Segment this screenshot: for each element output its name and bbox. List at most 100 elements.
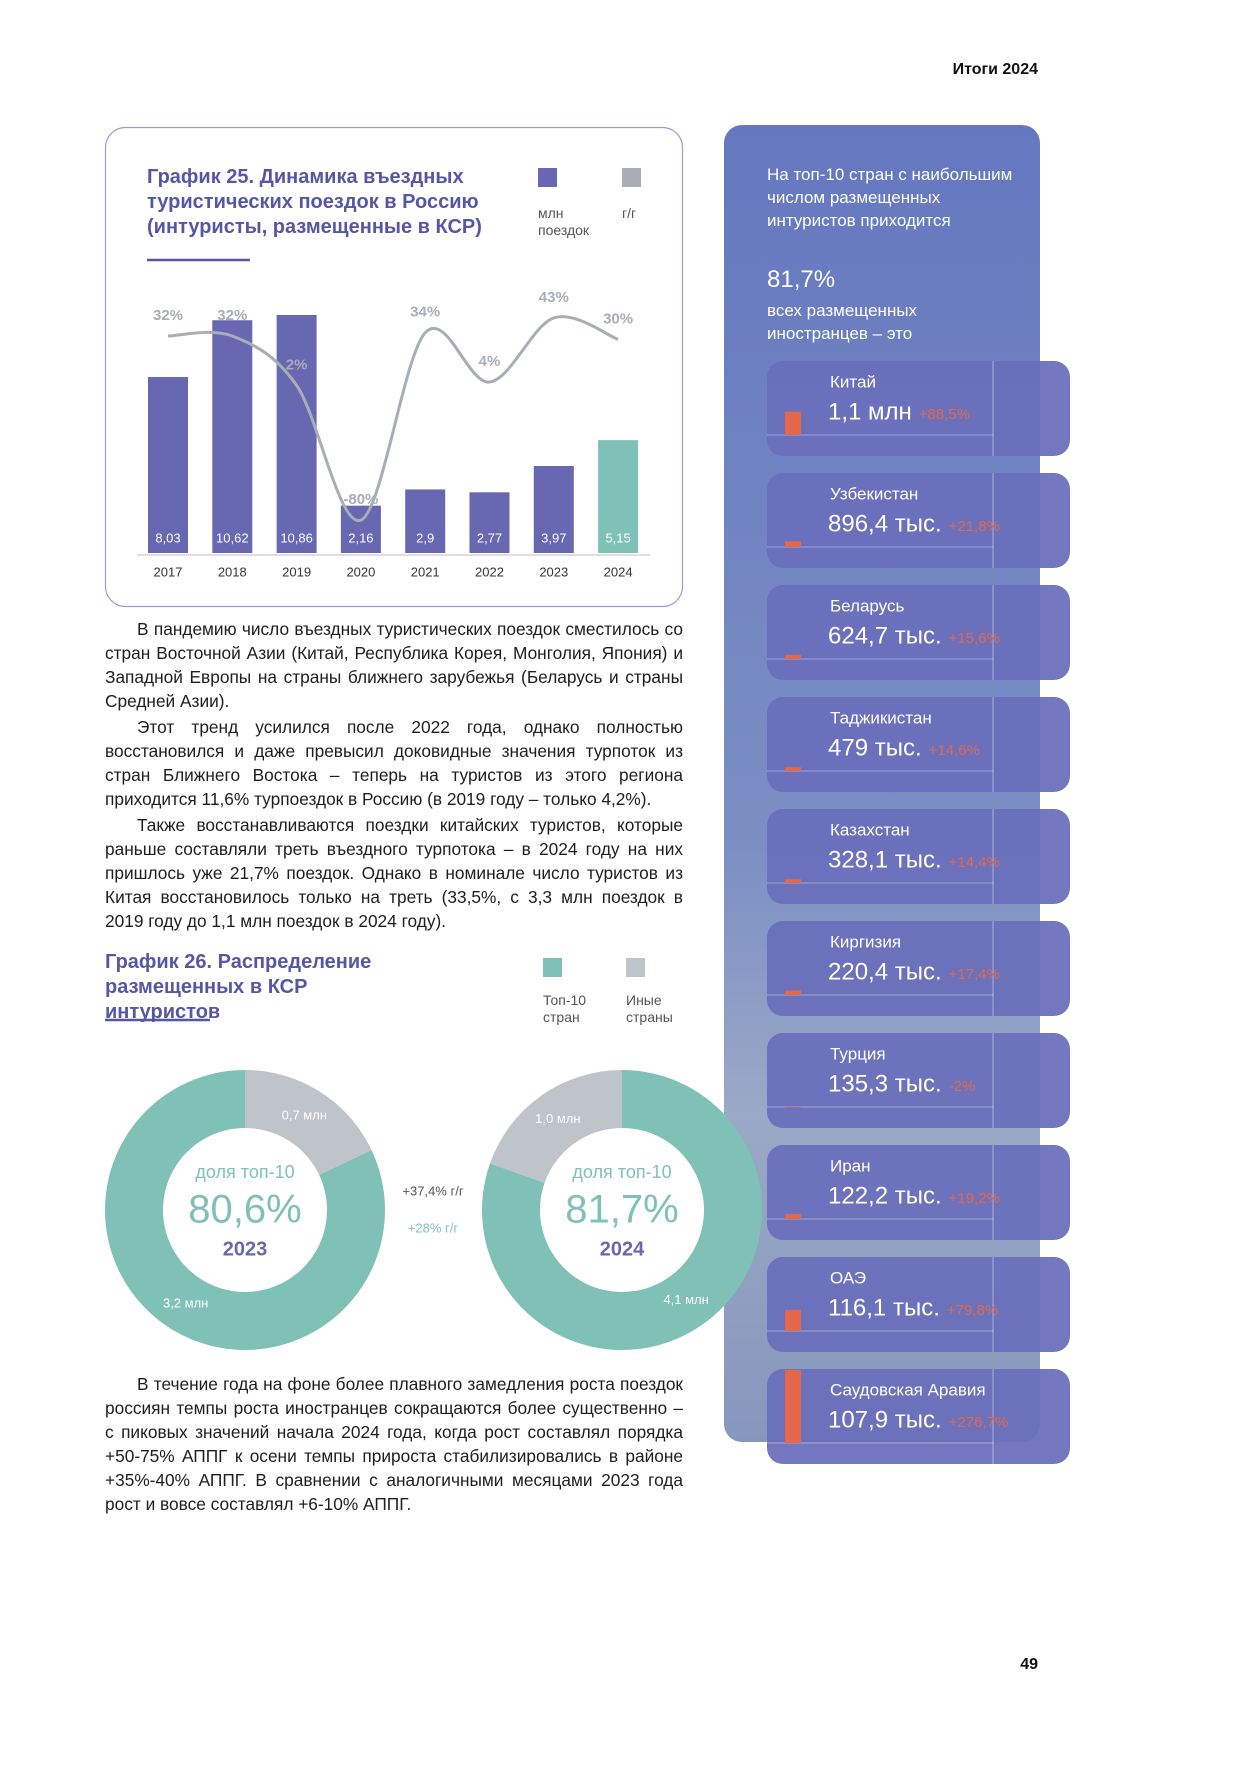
legend-swatch: [622, 168, 641, 187]
line-value-label: 4%: [479, 353, 501, 370]
bar-value-label: 2,9: [416, 530, 434, 545]
country-card: [767, 921, 1070, 1016]
line-value-label: 34%: [410, 304, 440, 321]
bar: [533, 465, 574, 553]
legend-label: млн поездок: [538, 205, 590, 238]
line: [167, 315, 619, 522]
line-value-label: 32%: [153, 307, 183, 324]
donut-segment: [104, 1070, 385, 1350]
country-name: Саудовская Аравия: [830, 1380, 986, 1399]
country-card: [767, 361, 1070, 456]
country-card: [767, 473, 1070, 568]
country-name: Узбекистан: [830, 484, 918, 503]
center-year: 2023: [223, 1238, 268, 1260]
donut-segment: [245, 1070, 372, 1175]
x-tick-label: 2019: [282, 564, 311, 579]
segment-label: 3,2 млн: [163, 1295, 208, 1310]
paragraph: Этот тренд усилился после 2022 года, одн…: [105, 717, 683, 809]
country-growth: +79,8%: [947, 1302, 998, 1319]
paragraph: В течение года на фоне более плавного за…: [105, 1374, 683, 1514]
chart-title: График 26. Распределение размещенных в К…: [105, 951, 372, 1023]
legend-swatch: [538, 168, 557, 187]
country-total: 220,4 тыс.: [828, 958, 942, 985]
country-name: Беларусь: [830, 596, 904, 615]
x-tick-label: 2022: [475, 564, 504, 579]
donut-segment: [481, 1070, 763, 1351]
legend-label: г/г: [622, 205, 637, 221]
country-card: [767, 1369, 1070, 1464]
bar-value-label: 2,16: [348, 530, 373, 545]
country-growth: +14,4%: [949, 854, 1000, 871]
bar-value-label: 10,86: [280, 530, 313, 545]
growth-bar: [785, 990, 801, 995]
donut-segment: [489, 1070, 622, 1183]
growth-bar: [785, 1107, 801, 1108]
country-card: [767, 585, 1070, 680]
paragraph: Также восстанавливаются поездки китайски…: [105, 815, 683, 931]
country-name: Турция: [830, 1044, 886, 1063]
line-value-label: 2%: [286, 356, 308, 373]
x-tick-label: 2024: [604, 564, 633, 579]
country-total: 479 тыс.: [828, 734, 922, 761]
x-tick-label: 2021: [411, 564, 440, 579]
growth-bar: [785, 1369, 801, 1443]
bar: [469, 492, 510, 553]
country-growth: +15,6%: [949, 630, 1000, 647]
chart-frame: [104, 126, 684, 608]
country-growth: +21,8%: [949, 518, 1000, 535]
center-caption: доля топ-10: [195, 1162, 294, 1182]
bar-value-label: 5,15: [605, 530, 630, 545]
header-title: Итоги 2024: [952, 61, 1038, 78]
legend-label: Иные страны: [626, 992, 673, 1025]
bar-value-label: 10,62: [216, 530, 249, 545]
country-total: 107,9 тыс.: [828, 1406, 942, 1433]
country-growth: -2%: [949, 1078, 976, 1095]
growth-bar: [785, 411, 801, 435]
sidebar-outro: всех размещенных иностранцев – это: [767, 301, 918, 343]
center-caption: доля топ-10: [572, 1162, 671, 1182]
growth-bar: [785, 541, 801, 547]
country-name: Казахстан: [830, 820, 910, 839]
bar: [405, 489, 446, 553]
bar: [212, 320, 253, 553]
growth-bar: [785, 767, 801, 771]
center-year: 2024: [600, 1238, 645, 1260]
sidebar-highlight: 81,7%: [767, 266, 836, 293]
country-total: 896,4 тыс.: [828, 510, 942, 537]
country-total: 624,7 тыс.: [828, 622, 942, 649]
segment-label: 0,7 млн: [282, 1108, 327, 1123]
country-name: Китай: [830, 372, 876, 391]
chart-title: График 25. Динамика въездных туристическ…: [147, 166, 482, 238]
bar: [598, 440, 639, 553]
country-growth: +276,7%: [949, 1414, 1009, 1431]
country-card: [767, 1145, 1070, 1240]
page-number: 49: [1020, 1656, 1038, 1673]
line-value-label: 32%: [217, 307, 247, 324]
legend-label: Топ-10 стран: [543, 992, 587, 1025]
center-share: 81,7%: [565, 1188, 678, 1232]
legend-swatch: [543, 958, 562, 977]
bar: [276, 314, 317, 553]
x-tick-label: 2018: [218, 564, 247, 579]
country-name: ОАЭ: [830, 1268, 866, 1287]
segment-label: 4,1 млн: [663, 1292, 708, 1307]
x-tick-label: 2020: [346, 564, 375, 579]
line-value-label: -80%: [343, 491, 378, 508]
bar-value-label: 2,77: [477, 530, 502, 545]
segment-label: 1,0 млн: [535, 1111, 580, 1126]
country-name: Таджикистан: [830, 708, 932, 727]
bar: [148, 377, 188, 553]
annotation: +28% г/г: [408, 1220, 459, 1235]
sidebar-intro: На топ-10 стран с наибольшим числом разм…: [767, 165, 1013, 230]
growth-bar: [785, 879, 801, 883]
country-card: [767, 1257, 1070, 1352]
country-growth: +17,4%: [949, 966, 1000, 983]
annotation: +37,4% г/г: [402, 1183, 463, 1198]
country-card: [767, 809, 1070, 904]
bar-value-label: 3,97: [541, 530, 566, 545]
line-value-label: 43%: [539, 289, 569, 306]
bar-value-label: 8,03: [155, 530, 180, 545]
country-growth: +88,5%: [919, 406, 970, 423]
country-card: [767, 1033, 1070, 1128]
